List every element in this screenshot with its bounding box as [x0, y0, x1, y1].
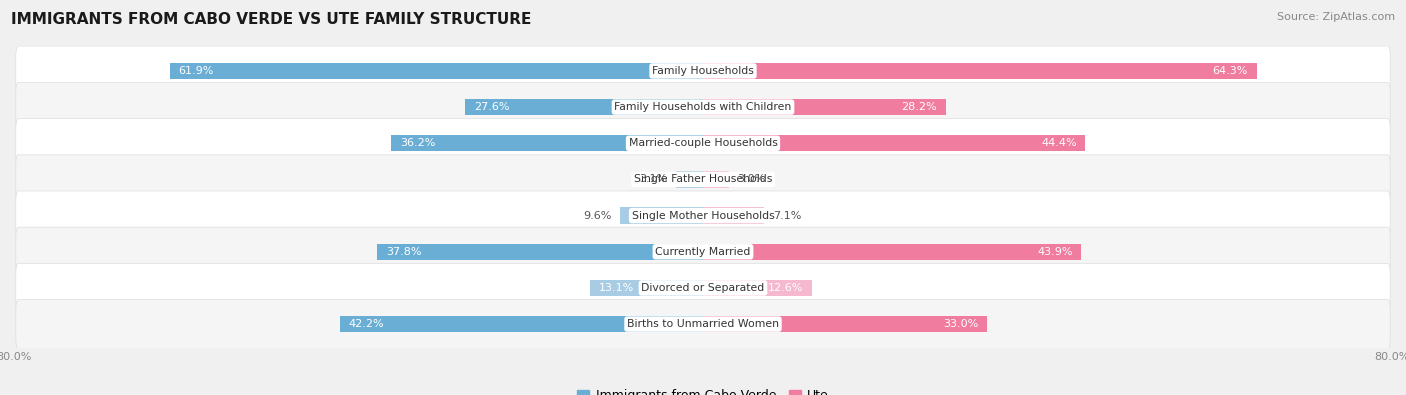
FancyBboxPatch shape [15, 299, 1391, 349]
Text: Family Households with Children: Family Households with Children [614, 102, 792, 112]
Bar [703, 63, 1257, 79]
Text: 3.1%: 3.1% [640, 175, 668, 184]
Text: 12.6%: 12.6% [768, 283, 803, 293]
Text: 43.9%: 43.9% [1038, 247, 1073, 257]
Text: 37.8%: 37.8% [387, 247, 422, 257]
Text: 9.6%: 9.6% [583, 211, 612, 220]
FancyBboxPatch shape [15, 227, 1391, 276]
FancyBboxPatch shape [15, 118, 1391, 168]
Bar [703, 280, 811, 296]
Text: 42.2%: 42.2% [349, 319, 384, 329]
Text: 27.6%: 27.6% [474, 102, 509, 112]
FancyBboxPatch shape [15, 46, 1391, 96]
FancyBboxPatch shape [15, 155, 1391, 204]
Text: 64.3%: 64.3% [1213, 66, 1249, 76]
Text: 28.2%: 28.2% [901, 102, 938, 112]
Bar [591, 280, 703, 296]
Text: 33.0%: 33.0% [943, 319, 979, 329]
Text: Married-couple Households: Married-couple Households [628, 138, 778, 148]
Bar [703, 207, 763, 224]
Bar [377, 244, 703, 260]
Bar [340, 316, 703, 332]
Text: 13.1%: 13.1% [599, 283, 634, 293]
Bar [465, 99, 703, 115]
Text: Source: ZipAtlas.com: Source: ZipAtlas.com [1277, 12, 1395, 22]
FancyBboxPatch shape [15, 191, 1391, 240]
Text: Family Households: Family Households [652, 66, 754, 76]
Text: Births to Unmarried Women: Births to Unmarried Women [627, 319, 779, 329]
Text: 61.9%: 61.9% [179, 66, 214, 76]
Text: IMMIGRANTS FROM CABO VERDE VS UTE FAMILY STRUCTURE: IMMIGRANTS FROM CABO VERDE VS UTE FAMILY… [11, 12, 531, 27]
Bar [620, 207, 703, 224]
Text: 3.0%: 3.0% [738, 175, 766, 184]
Bar [703, 135, 1085, 151]
FancyBboxPatch shape [15, 83, 1391, 132]
Text: 44.4%: 44.4% [1040, 138, 1077, 148]
Bar [703, 99, 946, 115]
Bar [703, 171, 728, 188]
Text: Currently Married: Currently Married [655, 247, 751, 257]
Text: 36.2%: 36.2% [399, 138, 436, 148]
Text: 7.1%: 7.1% [773, 211, 801, 220]
Bar [676, 171, 703, 188]
Text: Single Father Households: Single Father Households [634, 175, 772, 184]
Bar [391, 135, 703, 151]
Bar [170, 63, 703, 79]
Text: Single Mother Households: Single Mother Households [631, 211, 775, 220]
Bar [703, 316, 987, 332]
Bar [703, 244, 1081, 260]
Legend: Immigrants from Cabo Verde, Ute: Immigrants from Cabo Verde, Ute [572, 384, 834, 395]
FancyBboxPatch shape [15, 263, 1391, 312]
Text: Divorced or Separated: Divorced or Separated [641, 283, 765, 293]
